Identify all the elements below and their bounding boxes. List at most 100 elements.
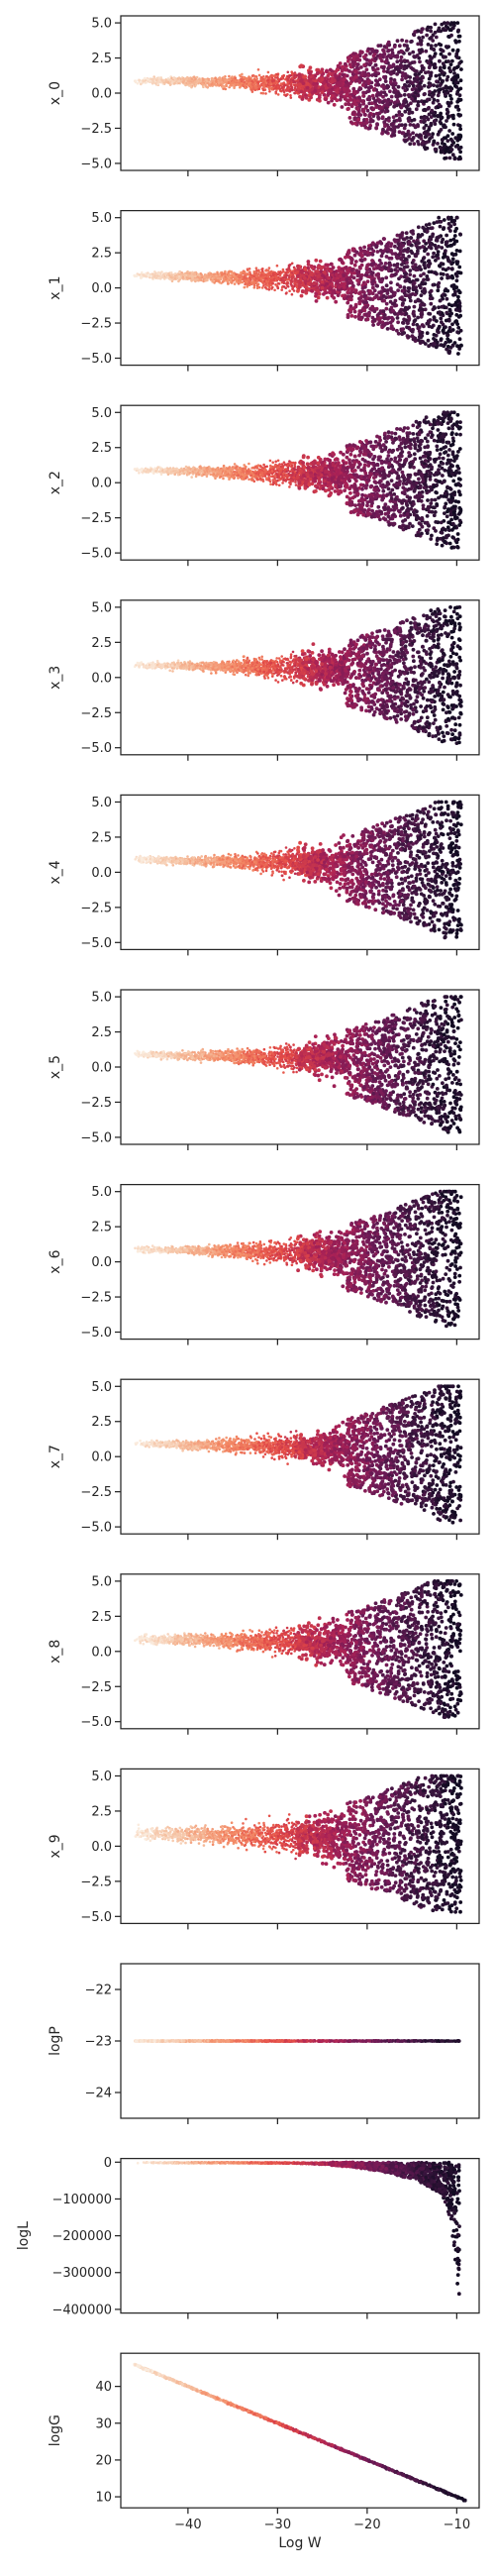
data-point xyxy=(250,281,253,285)
data-point xyxy=(424,70,428,75)
data-point xyxy=(423,281,428,285)
data-point xyxy=(346,55,351,60)
data-point xyxy=(259,270,262,274)
data-point xyxy=(418,59,422,64)
data-point xyxy=(322,269,327,274)
data-point xyxy=(248,268,251,270)
data-point xyxy=(372,67,377,72)
data-point xyxy=(413,72,418,76)
data-point xyxy=(447,312,452,317)
data-point xyxy=(444,340,448,345)
data-point xyxy=(405,325,409,330)
data-point xyxy=(431,342,436,346)
data-point xyxy=(163,277,166,280)
data-point xyxy=(200,272,203,276)
data-point xyxy=(336,67,341,72)
data-point xyxy=(317,95,322,100)
data-point xyxy=(378,98,382,103)
data-point xyxy=(286,85,289,88)
data-point xyxy=(222,279,225,282)
data-point xyxy=(291,286,295,290)
data-point xyxy=(430,234,435,239)
data-point xyxy=(406,63,411,68)
data-point xyxy=(456,352,460,356)
data-point xyxy=(376,82,381,87)
data-point xyxy=(354,57,359,62)
data-point xyxy=(424,123,429,128)
data-point xyxy=(320,285,325,290)
data-point xyxy=(271,281,275,285)
data-point xyxy=(326,100,331,105)
data-point xyxy=(282,81,286,84)
data-point xyxy=(435,79,439,84)
data-point xyxy=(390,318,395,323)
data-point xyxy=(285,268,289,271)
data-point xyxy=(421,67,426,72)
data-point xyxy=(257,285,261,289)
data-point xyxy=(428,89,432,94)
data-point xyxy=(338,257,343,262)
data-point xyxy=(447,244,452,248)
data-point xyxy=(457,124,462,128)
data-point xyxy=(426,43,431,47)
data-point xyxy=(444,325,447,329)
data-point xyxy=(262,284,265,287)
data-point xyxy=(281,268,285,271)
data-point xyxy=(422,126,427,131)
data-point xyxy=(455,48,460,53)
data-point xyxy=(447,349,452,354)
data-point xyxy=(392,90,396,94)
data-point xyxy=(363,284,367,289)
data-point xyxy=(367,97,372,102)
data-point xyxy=(406,117,411,121)
data-point xyxy=(432,221,437,226)
data-point xyxy=(373,73,378,78)
data-point xyxy=(142,79,145,82)
data-point xyxy=(314,299,319,303)
data-point xyxy=(431,255,436,260)
data-point xyxy=(388,65,392,69)
data-point xyxy=(389,256,394,261)
data-point xyxy=(368,52,372,55)
data-point xyxy=(410,39,414,44)
data-point xyxy=(422,108,426,112)
data-point xyxy=(446,139,450,144)
data-point xyxy=(361,108,365,112)
data-point xyxy=(441,49,446,54)
data-point xyxy=(443,293,447,297)
data-point xyxy=(315,269,320,273)
data-point xyxy=(452,71,456,75)
data-point xyxy=(259,273,263,277)
data-point xyxy=(289,282,293,285)
data-point xyxy=(410,87,415,92)
data-point xyxy=(349,294,354,298)
data-point xyxy=(458,232,462,237)
data-point xyxy=(434,44,438,48)
data-point xyxy=(370,291,375,296)
data-point xyxy=(274,91,278,95)
data-point xyxy=(427,132,432,137)
data-point xyxy=(325,295,330,300)
data-point xyxy=(458,313,462,318)
data-point xyxy=(420,310,424,314)
points-x_0 xyxy=(133,21,463,161)
data-point xyxy=(427,269,432,274)
data-point xyxy=(317,77,322,81)
data-point xyxy=(371,54,376,58)
data-point xyxy=(346,86,349,91)
data-point xyxy=(306,81,310,86)
data-point xyxy=(264,92,267,95)
data-point xyxy=(444,125,447,130)
data-point xyxy=(166,80,170,84)
data-point xyxy=(351,63,355,68)
data-point xyxy=(238,274,241,278)
data-point xyxy=(348,97,353,102)
data-point xyxy=(453,320,457,324)
data-point xyxy=(389,286,393,290)
data-point xyxy=(457,93,462,98)
data-point xyxy=(173,272,177,275)
data-point xyxy=(458,127,462,132)
data-point xyxy=(256,68,260,71)
data-point xyxy=(397,93,402,98)
data-point xyxy=(275,86,278,90)
